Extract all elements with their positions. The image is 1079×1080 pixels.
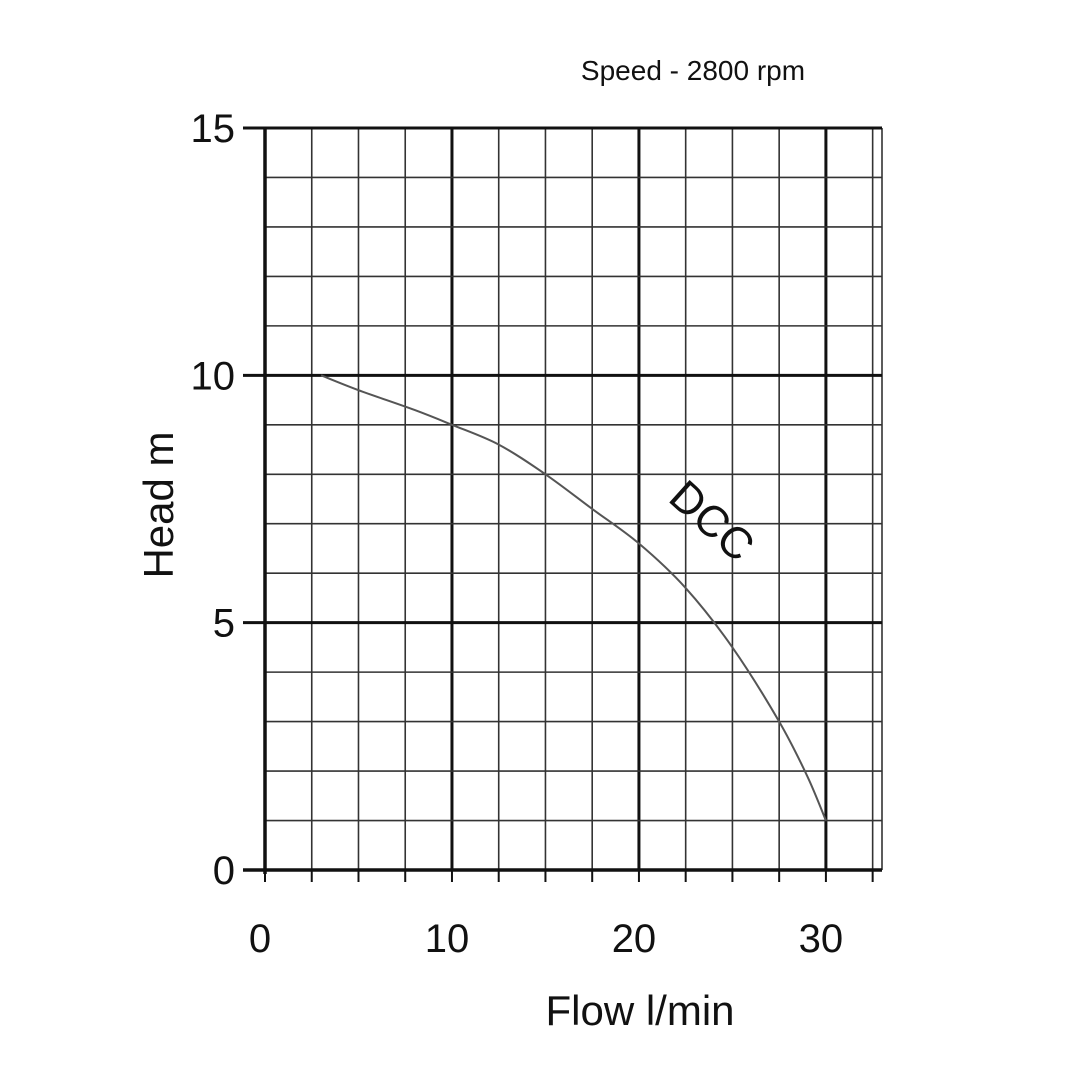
x-axis-label: Flow l/min [545, 987, 734, 1034]
y-tick-label: 15 [191, 107, 236, 151]
y-axis-label: Head m [135, 431, 182, 578]
x-tick-label: 30 [799, 917, 844, 961]
series-label-dcc: DCC [660, 471, 764, 571]
tick-labels: 0 10 20 30 0 5 10 15 [191, 107, 844, 961]
y-tick-label: 10 [191, 354, 236, 398]
x-tick-label: 10 [425, 917, 470, 961]
y-tick-label: 5 [213, 602, 235, 646]
series-curves [320, 374, 827, 821]
x-tick-label: 0 [249, 917, 271, 961]
grid [243, 126, 883, 882]
x-tick-label: 20 [612, 917, 657, 961]
chart-subtitle: Speed - 2800 rpm [581, 55, 805, 86]
series-line-dcc [320, 374, 827, 821]
y-tick-label: 0 [213, 849, 235, 893]
